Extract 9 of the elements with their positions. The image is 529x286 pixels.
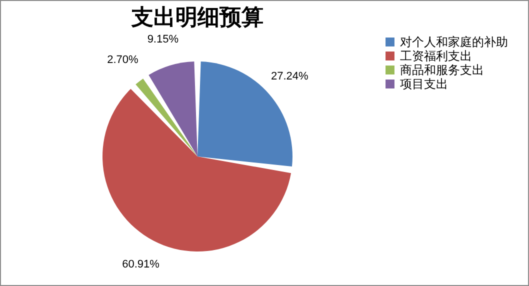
legend-label: 工资福利支出 (400, 49, 472, 63)
data-label: 27.24% (270, 70, 308, 83)
data-label: 2.70% (107, 54, 139, 66)
data-label: 9.15% (147, 34, 179, 46)
legend-label: 商品和服务支出 (400, 63, 484, 77)
data-label: 60.91% (122, 258, 160, 271)
legend-label: 对个人和家庭的补助 (400, 35, 508, 49)
legend-label: 项目支出 (400, 77, 448, 91)
chart-title: 支出明细预算 (130, 4, 264, 30)
